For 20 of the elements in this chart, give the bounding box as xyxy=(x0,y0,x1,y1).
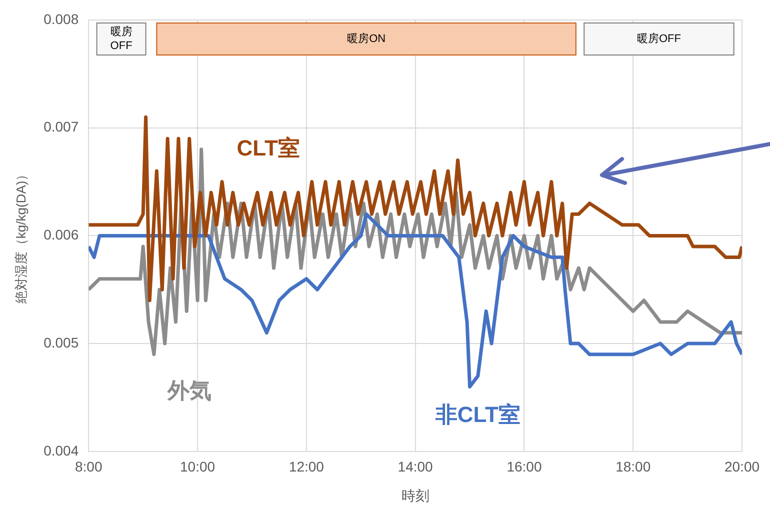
y-tick-label: 0.005 xyxy=(44,334,79,350)
series-label: 外気 xyxy=(166,378,212,404)
y-tick-label: 0.004 xyxy=(44,442,79,458)
y-tick-label: 0.007 xyxy=(44,118,79,135)
series-label: 非CLT室 xyxy=(434,402,520,427)
x-tick-label: 10:00 xyxy=(180,458,216,475)
x-tick-label: 12:00 xyxy=(288,458,324,475)
x-tick-label: 20:00 xyxy=(724,458,760,475)
band-label: 暖房OFF xyxy=(636,32,682,46)
y-axis-title: 絶対湿度（kg/kg(DA)） xyxy=(13,168,28,305)
y-tick-label: 0.008 xyxy=(44,10,79,27)
band-label: 暖房ON xyxy=(347,32,386,46)
series-label: CLT室 xyxy=(236,135,300,160)
x-tick-label: 14:00 xyxy=(398,458,434,475)
x-axis-title: 時刻 xyxy=(401,487,430,504)
x-tick-label: 18:00 xyxy=(616,458,651,475)
x-tick-label: 16:00 xyxy=(506,458,542,475)
x-tick-label: 8:00 xyxy=(75,458,102,475)
y-tick-label: 0.006 xyxy=(44,226,79,243)
band-label: 暖房OFF xyxy=(110,25,133,52)
